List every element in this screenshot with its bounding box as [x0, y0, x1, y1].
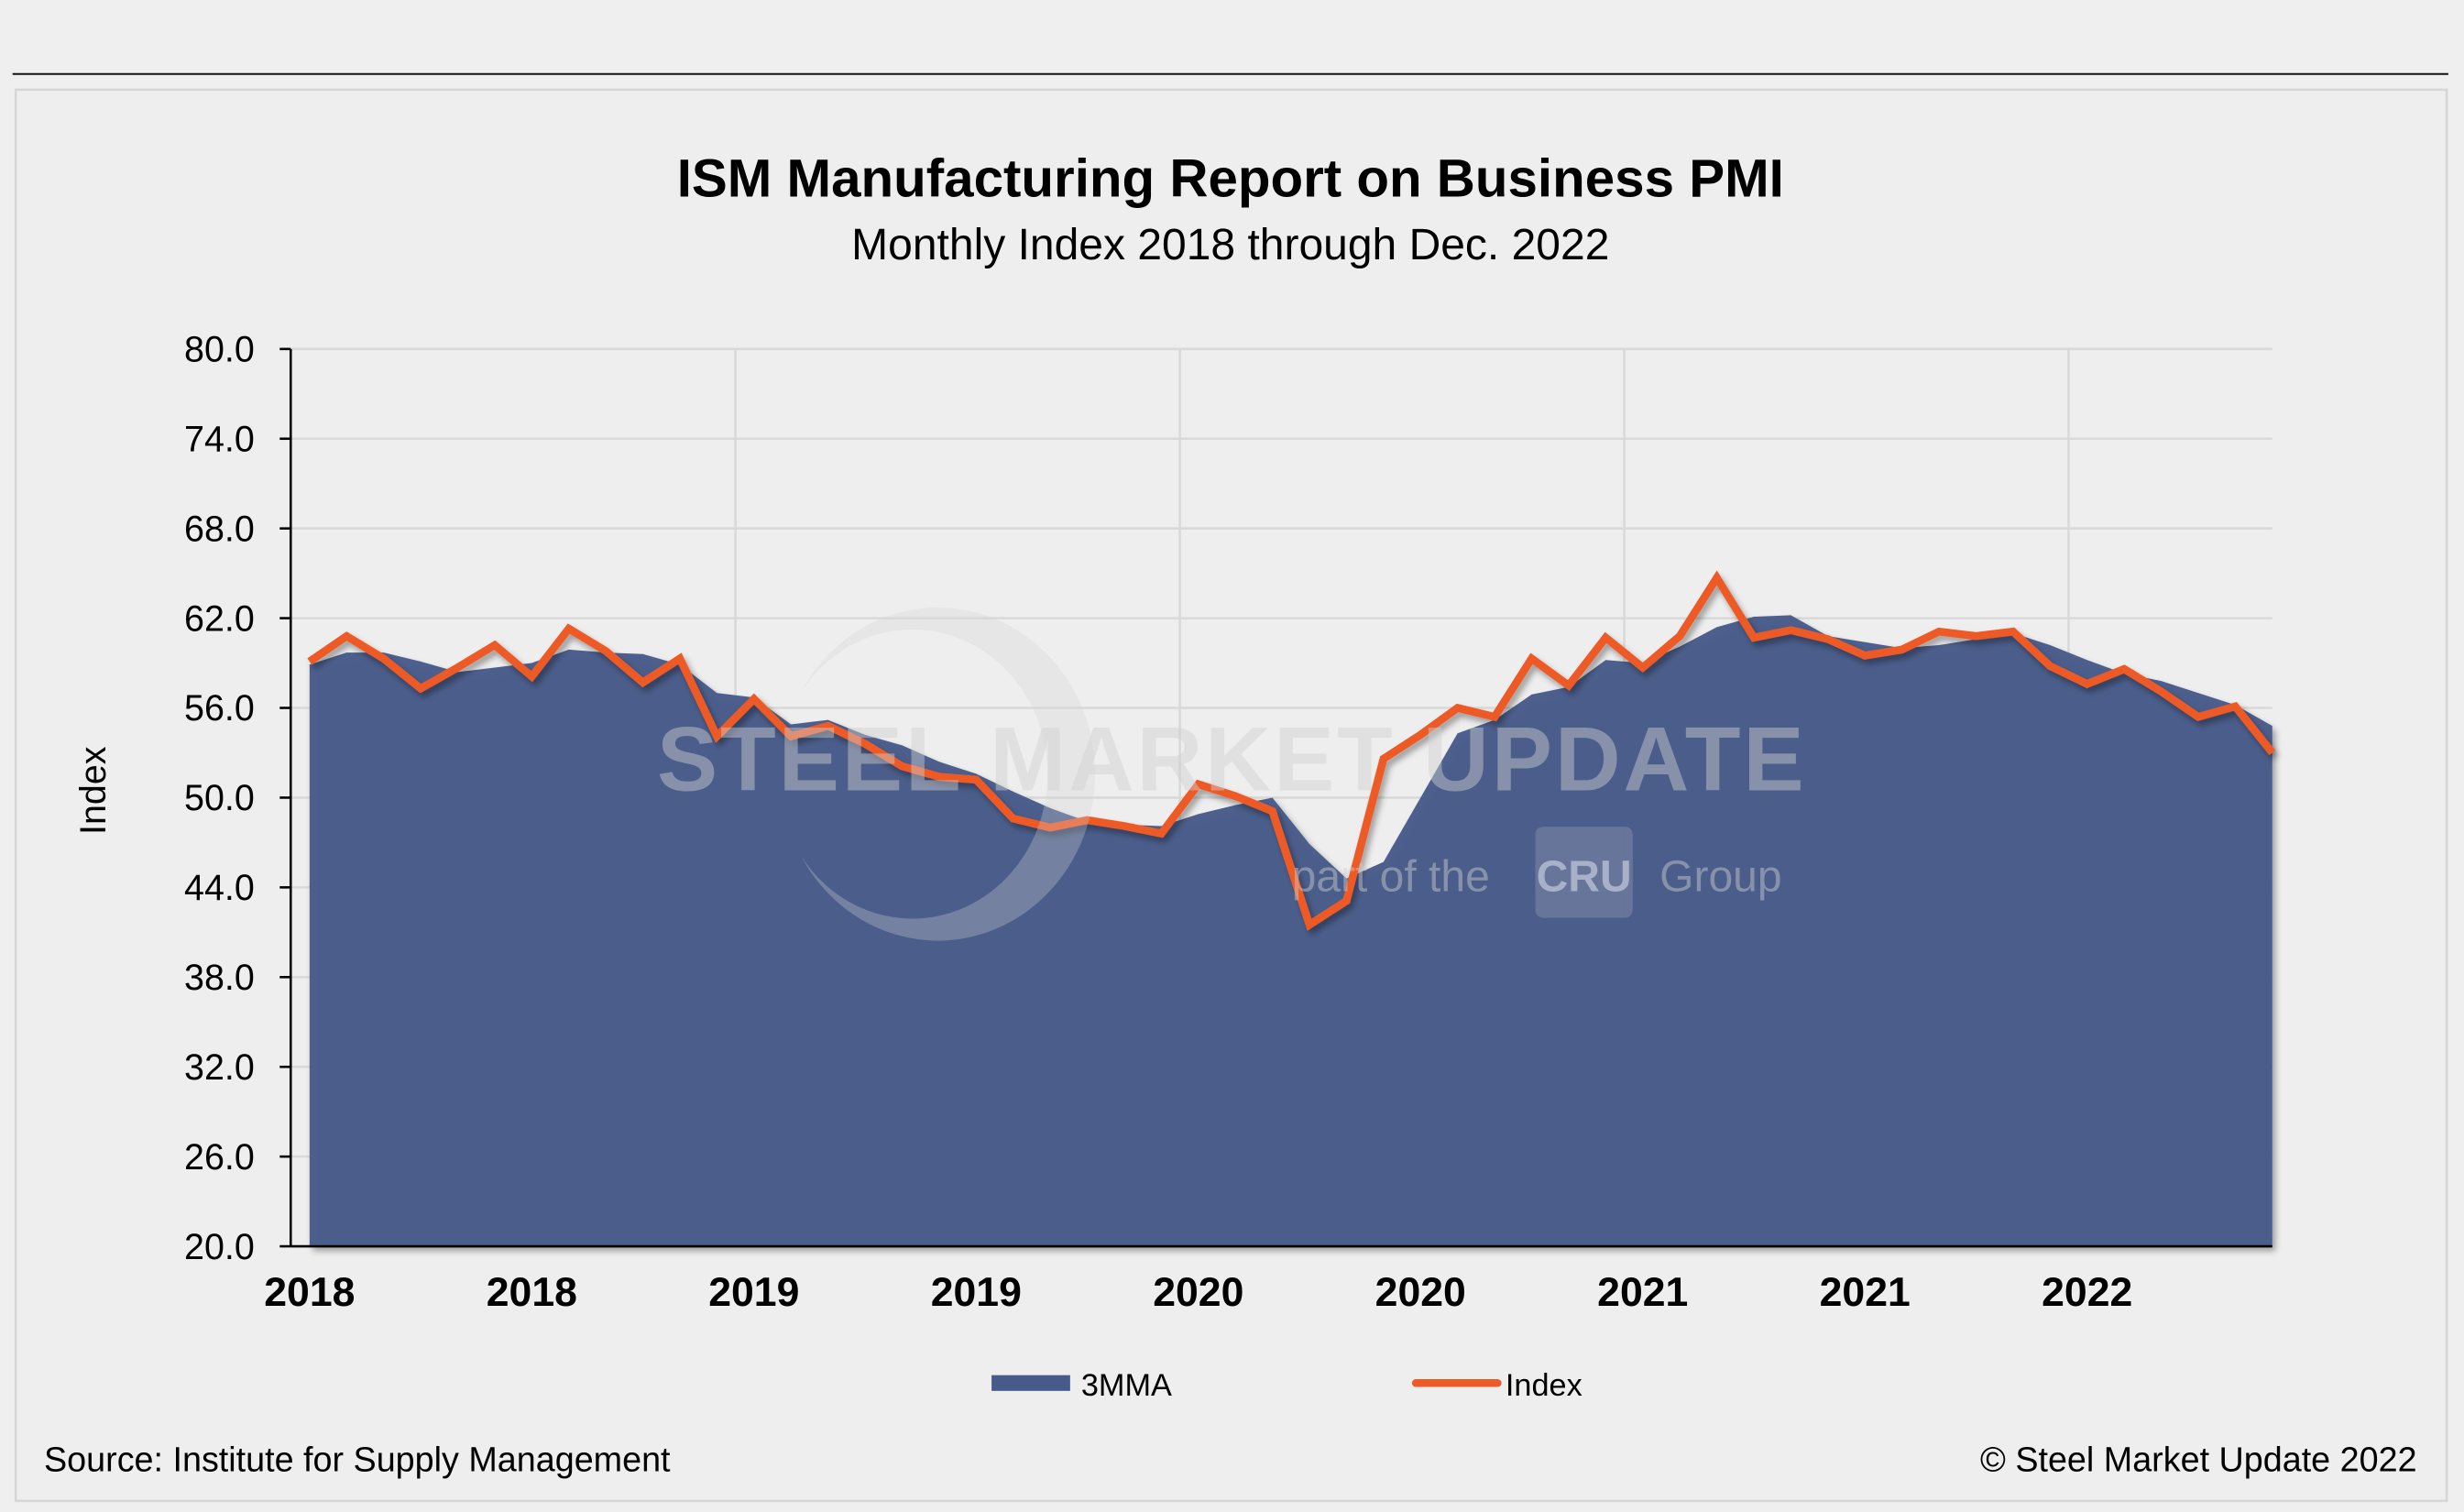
copyright-note: © Steel Market Update 2022: [1980, 1440, 2417, 1478]
x-ticks: 2018 2018 2019 2019 2020 2020 2021 2021 2022: [264, 1270, 2132, 1315]
x-tick-label: 2022: [2042, 1270, 2132, 1315]
watermark-cru-box: [1535, 827, 1633, 918]
y-tick-label: 38.0: [184, 958, 255, 998]
x-tick-label: 2018: [487, 1270, 577, 1315]
y-tick-label: 32.0: [184, 1047, 255, 1088]
x-tick-label: 2020: [1375, 1270, 1466, 1315]
x-tick-label: 2019: [708, 1270, 799, 1315]
legend-label-index: Index: [1506, 1368, 1582, 1403]
x-tick-label: 2018: [264, 1270, 355, 1315]
legend-label-3mma: 3MMA: [1081, 1368, 1172, 1403]
y-tick-label: 26.0: [184, 1137, 255, 1178]
legend-swatch-area: [991, 1375, 1070, 1391]
y-tick-label: 20.0: [184, 1227, 255, 1267]
y-tick-label: 56.0: [184, 688, 255, 729]
y-ticks: 80.0 74.0 68.0 62.0 56.0 50.0 44.0 38.0 32.0 26.0…: [184, 330, 291, 1267]
series-layer: [307, 570, 2276, 1247]
source-note: Source: Institute for Supply Management: [44, 1440, 671, 1478]
x-tick-label: 2020: [1153, 1270, 1243, 1315]
chart-subtitle: Monthly Index 2018 through Dec. 2022: [851, 221, 1609, 269]
x-tick-label: 2021: [1820, 1270, 1911, 1315]
y-tick-label: 80.0: [184, 330, 255, 370]
legend-item-index[interactable]: Index: [1411, 1368, 1582, 1403]
y-tick-label: 74.0: [184, 419, 255, 459]
x-tick-label: 2019: [931, 1270, 1022, 1315]
y-tick-label: 50.0: [184, 778, 255, 818]
legend: 3MMA Index: [991, 1368, 1582, 1403]
series-index-line: [307, 570, 2276, 931]
chart-title: ISM Manufacturing Report on Business PMI: [677, 148, 1784, 208]
watermark-logo: STEEL MARKET UPDATE part of the CRU Grou…: [657, 607, 1804, 941]
watermark-text: STEEL MARKET UPDATE: [657, 709, 1804, 811]
watermark-subtext-pre: part of the: [1292, 852, 1490, 901]
x-tick-label: 2021: [1597, 1270, 1688, 1315]
watermark-cru: CRU: [1537, 852, 1632, 901]
watermark-subtext-post: Group: [1659, 852, 1781, 901]
y-tick-label: 62.0: [184, 598, 255, 639]
y-axis-label: Index: [73, 746, 114, 835]
y-tick-label: 44.0: [184, 868, 255, 908]
y-tick-label: 68.0: [184, 509, 255, 549]
series-3mma-area: [309, 615, 2272, 1247]
legend-item-3mma[interactable]: 3MMA: [991, 1368, 1172, 1403]
